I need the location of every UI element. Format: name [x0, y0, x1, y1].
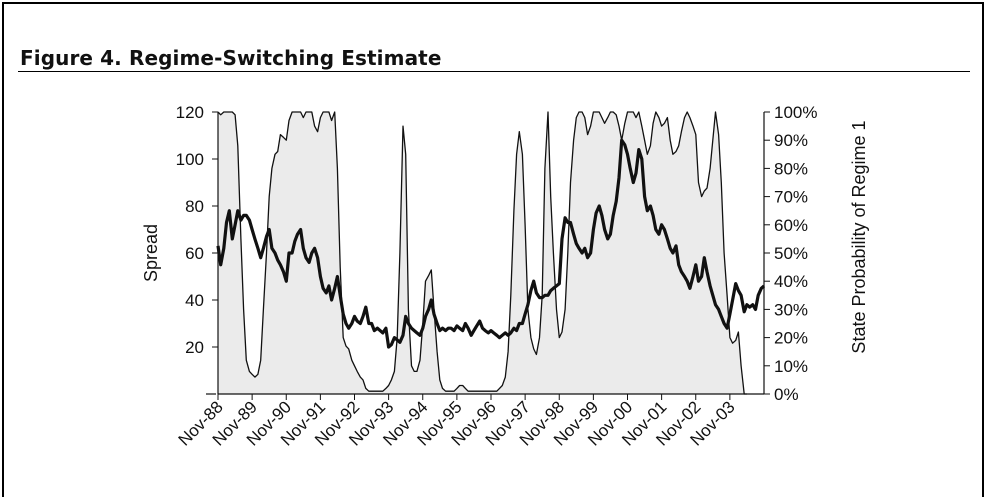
y2-axis-label: State Probability of Regime 1 — [849, 120, 869, 353]
figure-title: Figure 4. Regime-Switching Estimate — [20, 46, 442, 70]
y2-tick-label: 30% — [774, 300, 808, 319]
y-tick-label: 40 — [185, 291, 204, 310]
regime-probability-area — [218, 112, 747, 394]
y-axis-label: Spread — [141, 224, 161, 282]
y-tick-label: 20 — [185, 338, 204, 357]
y2-tick-label: 100% — [774, 103, 817, 122]
title-rule — [18, 71, 970, 72]
y2-tick-label: 40% — [774, 272, 808, 291]
y2-tick-label: 70% — [774, 188, 808, 207]
y-tick-label: 120 — [176, 103, 204, 122]
y2-tick-label: 90% — [774, 131, 808, 150]
y-tick-label: 100 — [176, 150, 204, 169]
y2-tick-label: 10% — [774, 357, 808, 376]
y2-tick-label: 80% — [774, 159, 808, 178]
regime-probability-line — [217, 111, 747, 395]
y2-tick-label: 0% — [774, 385, 799, 404]
y2-tick-label: 60% — [774, 216, 808, 235]
y2-tick-label: 50% — [774, 244, 808, 263]
y-tick-label: 80 — [185, 197, 204, 216]
y2-tick-label: 20% — [774, 329, 808, 348]
y-tick-label: 60 — [185, 244, 204, 263]
spread-line — [216, 138, 766, 349]
